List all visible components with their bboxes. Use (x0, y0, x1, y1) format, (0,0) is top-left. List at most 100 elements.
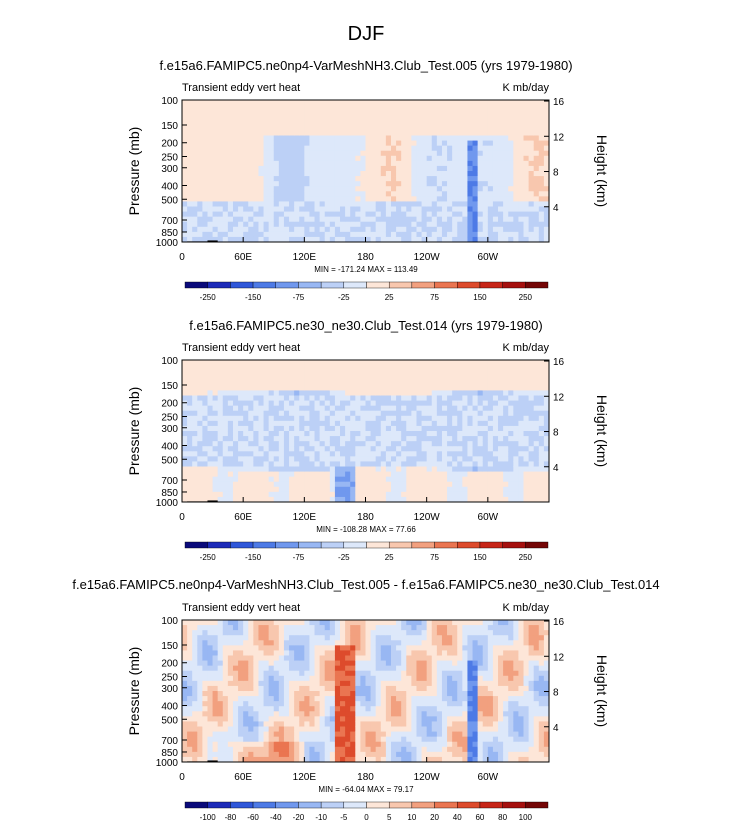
field-cell (426, 186, 433, 192)
field-cell (431, 216, 438, 223)
field-cell (294, 655, 300, 661)
field-cell (263, 410, 270, 417)
field-cell (390, 365, 397, 371)
field-cell (314, 145, 321, 152)
field-cell (192, 120, 198, 126)
field-cell (340, 486, 346, 493)
field-cell (508, 155, 514, 162)
field-cell (472, 145, 479, 152)
field-cell (411, 155, 417, 162)
field-cell (462, 211, 468, 218)
field-cell (365, 431, 371, 437)
colorbar-swatch (502, 541, 526, 549)
field-cell (182, 670, 188, 677)
field-cell (243, 105, 249, 111)
field-cell (447, 375, 453, 381)
field-cell (304, 436, 310, 442)
field-cell (396, 380, 402, 386)
field-cell (508, 201, 514, 207)
field-cell (187, 140, 193, 147)
field-cell (212, 395, 219, 401)
field-cell (304, 441, 310, 447)
field-cell (299, 645, 305, 651)
field-cell (273, 670, 280, 677)
field-cell (192, 716, 198, 722)
field-cell (406, 171, 412, 177)
field-cell (278, 701, 285, 707)
field-cell (380, 471, 387, 478)
field-cell (192, 390, 198, 396)
field-cell (304, 216, 310, 223)
field-cell (528, 135, 535, 141)
field-cell (217, 221, 224, 228)
field-cell (457, 410, 463, 417)
field-cell (207, 385, 213, 391)
field-cell (487, 216, 494, 223)
field-cell (314, 420, 321, 427)
field-cell (472, 196, 479, 202)
field-cell (380, 100, 387, 106)
field-cell (370, 400, 377, 407)
field-cell (207, 145, 213, 152)
field-cell (197, 756, 203, 763)
field-cell (309, 400, 315, 407)
pressure-tick-label: 200 (161, 139, 178, 150)
field-cell (426, 405, 433, 412)
field-cell (299, 471, 305, 478)
colorbar-swatch (525, 541, 549, 549)
field-cell (498, 405, 504, 412)
field-cell (396, 431, 402, 437)
field-cell (207, 696, 213, 702)
field-cell (334, 436, 341, 442)
field-cell (182, 721, 188, 727)
field-cell (222, 390, 229, 396)
field-cell (375, 446, 382, 452)
field-cell (192, 145, 198, 152)
field-cell (309, 461, 315, 467)
field-cell (182, 150, 188, 157)
field-cell (498, 171, 504, 177)
field-cell (243, 370, 249, 376)
field-cell (304, 625, 310, 631)
field-cell (227, 721, 234, 727)
field-cell (533, 181, 540, 187)
field-cell (304, 481, 310, 488)
field-cell (360, 236, 366, 243)
field-cell (334, 125, 341, 131)
field-cell (411, 385, 417, 391)
field-cell (452, 110, 458, 116)
field-cell (319, 650, 326, 656)
field-cell (503, 365, 509, 371)
field-cell (217, 431, 224, 437)
field-cell (238, 670, 244, 677)
field-cell (227, 186, 234, 192)
field-cell (334, 130, 341, 136)
field-cell (232, 441, 239, 447)
field-cell (294, 165, 300, 172)
field-cell (492, 456, 499, 462)
field-cell (299, 125, 305, 131)
field-cell (334, 370, 341, 376)
field-cell (421, 231, 428, 238)
field-cell (304, 711, 310, 717)
field-cell (543, 206, 550, 212)
field-cell (355, 176, 361, 182)
field-cell (217, 226, 224, 233)
field-cell (324, 191, 331, 197)
field-cell (243, 155, 249, 162)
field-cell (380, 150, 387, 157)
field-cell (197, 160, 203, 167)
field-cell (380, 155, 387, 162)
field-cell (299, 696, 305, 702)
field-cell (202, 491, 208, 498)
field-cell (513, 196, 519, 202)
field-cell (304, 751, 310, 758)
field-cell (431, 221, 438, 228)
field-cell (273, 140, 280, 147)
field-cell (227, 165, 234, 172)
field-cell (457, 425, 463, 432)
field-cell (360, 140, 366, 147)
field-cell (289, 415, 295, 422)
field-cell (299, 370, 305, 376)
field-cell (411, 140, 417, 147)
